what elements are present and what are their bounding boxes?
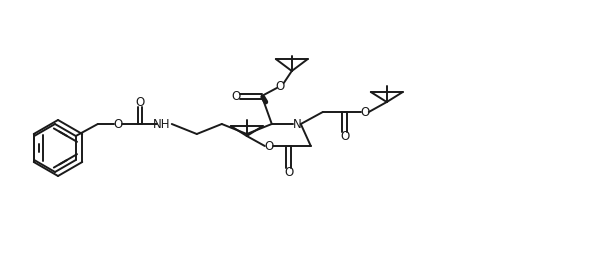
Text: O: O	[231, 89, 240, 103]
Text: O: O	[340, 129, 349, 143]
Text: O: O	[264, 140, 274, 153]
Text: N: N	[293, 118, 301, 131]
Text: NH: NH	[153, 118, 170, 131]
Text: O: O	[113, 118, 122, 131]
Text: O: O	[275, 79, 284, 92]
Text: O: O	[135, 97, 144, 110]
Text: O: O	[360, 106, 370, 119]
Text: O: O	[284, 165, 293, 178]
